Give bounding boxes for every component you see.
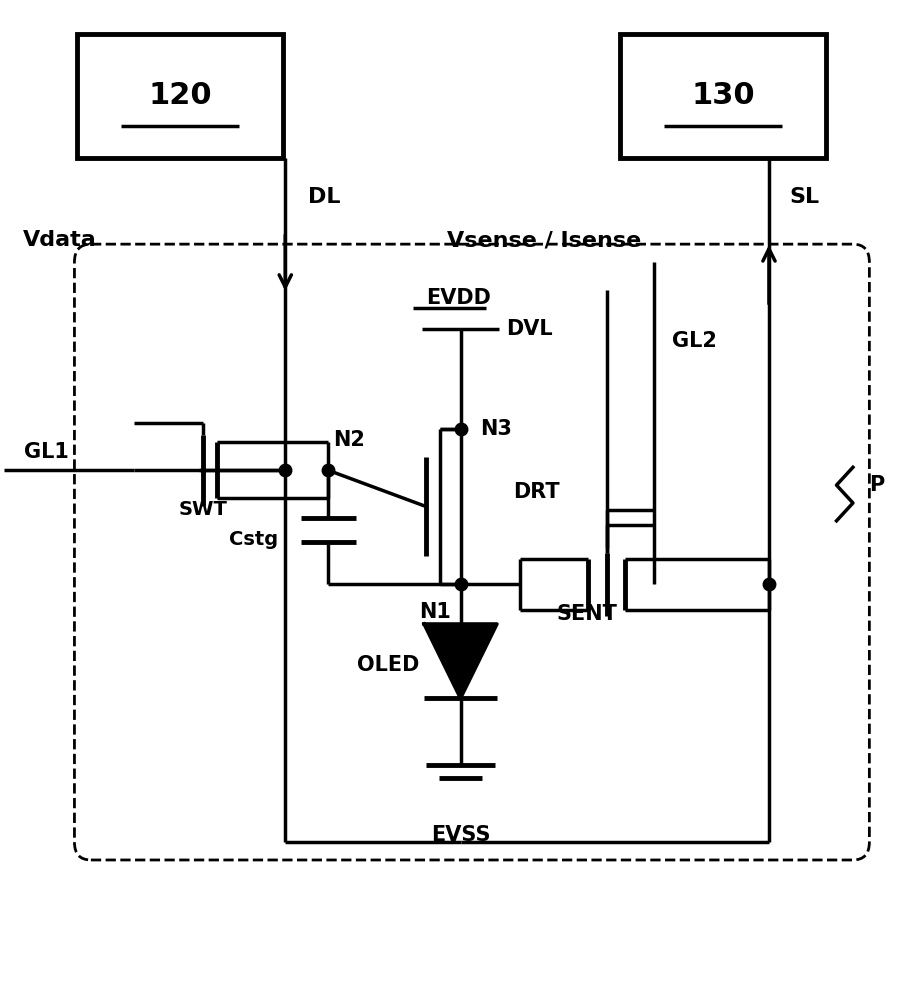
- Text: EVSS: EVSS: [431, 825, 490, 845]
- Bar: [620, 34, 825, 158]
- Text: SENT: SENT: [556, 604, 617, 624]
- Text: P: P: [869, 475, 885, 495]
- Text: OLED: OLED: [357, 655, 419, 675]
- Polygon shape: [424, 624, 497, 698]
- Text: GL1: GL1: [24, 442, 69, 462]
- Text: SWT: SWT: [179, 500, 227, 519]
- Text: 120: 120: [148, 81, 212, 110]
- Text: N3: N3: [481, 419, 512, 439]
- Text: N2: N2: [332, 430, 365, 450]
- Text: 130: 130: [691, 81, 754, 110]
- Text: Cstg: Cstg: [228, 530, 278, 549]
- Text: DRT: DRT: [513, 482, 560, 502]
- Text: Vdata: Vdata: [22, 230, 96, 250]
- Text: Vsense / Isense: Vsense / Isense: [447, 230, 641, 250]
- Text: N1: N1: [419, 602, 451, 622]
- Bar: [77, 34, 283, 158]
- Text: DVL: DVL: [507, 319, 553, 339]
- Text: DL: DL: [309, 187, 341, 207]
- Text: SL: SL: [789, 187, 819, 207]
- Text: EVDD: EVDD: [426, 288, 491, 308]
- Text: GL2: GL2: [672, 331, 717, 351]
